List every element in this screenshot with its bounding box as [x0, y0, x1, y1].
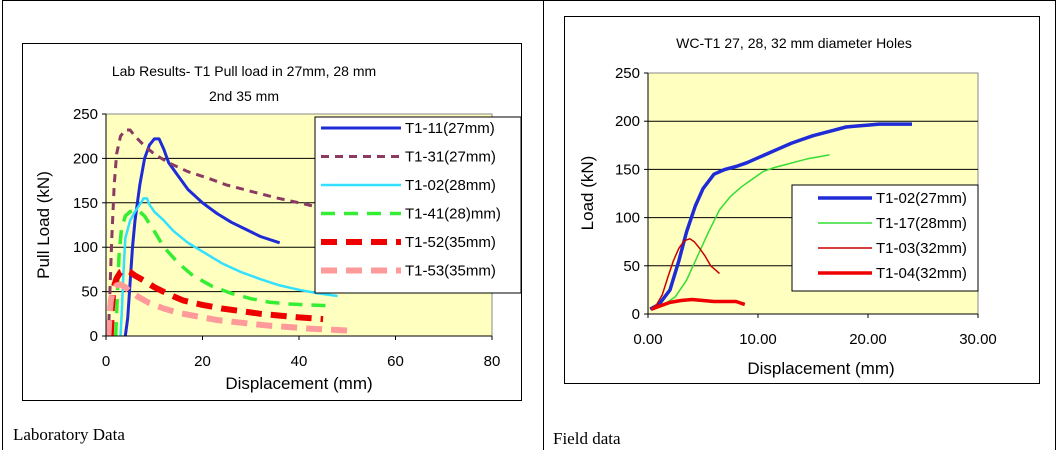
field-series-line-3	[650, 238, 720, 310]
lab-chart-frame: Lab Results- T1 Pull load in 27mm, 28 mm…	[22, 43, 522, 401]
lab-legend-label: T1-52(35mm)	[405, 234, 496, 251]
lab-x-tick-label: 20	[194, 353, 211, 370]
lab-series-line-2	[106, 128, 334, 337]
field-chart-frame: WC-T1 27, 28, 32 mm diameter Holes 0 50 10…	[564, 16, 1040, 384]
lab-y-ticks: 0 50 100 150 200 250	[73, 106, 106, 345]
lab-chart: Lab Results- T1 Pull load in 27mm, 28 mm…	[34, 63, 522, 393]
lab-y-tick-label: 150	[73, 195, 98, 212]
lab-y-tick-label: 250	[73, 106, 98, 123]
field-x-tick-label: 10.00	[739, 331, 777, 348]
lab-legend-label: T1-41(28)mm)	[405, 206, 501, 223]
lab-chart-subtitle: 2nd 35 mm	[209, 88, 279, 104]
lab-legend-label: T1-31(27mm)	[405, 149, 496, 166]
field-chart: WC-T1 27, 28, 32 mm diameter Holes 0 50 10…	[578, 35, 997, 378]
field-legend-label: T1-03(32mm)	[876, 240, 967, 257]
lab-legend-label: T1-53(35mm)	[405, 263, 496, 280]
field-x-axis-label: Displacement (mm)	[747, 359, 894, 378]
field-y-tick-label: 0	[632, 306, 640, 323]
lab-y-tick-label: 50	[81, 284, 98, 301]
field-series-group	[649, 122, 912, 311]
lab-y-tick-label: 0	[90, 328, 98, 345]
field-x-ticks: 0.00 10.00 20.00 30.00	[633, 314, 997, 348]
field-chart-title: WC-T1 27, 28, 32 mm diameter Holes	[676, 35, 912, 51]
field-data-caption: Field data	[553, 429, 621, 448]
field-x-tick-label: 20.00	[849, 331, 887, 348]
lab-series-line-6	[105, 281, 353, 337]
laboratory-data-caption: Laboratory Data	[13, 425, 125, 444]
lab-y-tick-label: 100	[73, 239, 98, 256]
field-y-ticks: 0 50 100 150 200 250	[615, 65, 648, 323]
right-panel: WC-T1 27, 28, 32 mm diameter Holes 0 50 10…	[543, 0, 1056, 450]
lab-legend: T1-11(27mm) T1-31(27mm) T1-02(28mm) T1-41(2…	[314, 116, 522, 294]
lab-y-axis-label: Pull Load (kN)	[34, 171, 53, 279]
lab-legend-box	[314, 116, 522, 294]
lab-series-line-4	[113, 208, 328, 337]
lab-x-axis-label: Displacement (mm)	[225, 374, 372, 393]
field-series-line-2	[651, 154, 830, 310]
field-legend-label: T1-17(28mm)	[876, 215, 967, 232]
field-series-line-4	[650, 297, 746, 311]
field-y-tick-label: 200	[615, 113, 640, 130]
field-x-tick-label: 30.00	[959, 331, 997, 348]
field-series-line-1	[649, 122, 912, 311]
lab-series-line-3	[119, 197, 338, 337]
lab-x-tick-label: 40	[291, 353, 308, 370]
lab-x-tick-label: 0	[102, 353, 110, 370]
lab-x-tick-label: 80	[484, 353, 501, 370]
field-legend-label: T1-04(32mm)	[876, 265, 967, 282]
field-legend-label: T1-02(27mm)	[876, 190, 967, 207]
field-y-tick-label: 100	[615, 210, 640, 227]
lab-x-tick-label: 60	[387, 353, 404, 370]
field-y-tick-label: 250	[615, 65, 640, 82]
lab-y-tick-label: 200	[73, 150, 98, 167]
lab-series-group	[105, 128, 353, 337]
lab-series-line-5	[107, 267, 324, 337]
lab-chart-title: Lab Results- T1 Pull load in 27mm, 28 mm	[112, 63, 376, 79]
field-y-tick-label: 150	[615, 161, 640, 178]
lab-series-line-1	[123, 137, 281, 337]
field-x-tick-label: 0.00	[633, 331, 662, 348]
field-legend: T1-02(27mm) T1-17(28mm) T1-03(32mm) T1-04(3…	[791, 184, 979, 292]
lab-legend-label: T1-02(28mm)	[405, 177, 496, 194]
lab-legend-label: T1-11(27mm)	[405, 120, 495, 137]
left-panel: Lab Results- T1 Pull load in 27mm, 28 mm…	[2, 0, 543, 450]
field-y-tick-label: 50	[623, 258, 640, 275]
field-y-axis-label: Load (kN)	[578, 156, 597, 231]
lab-x-ticks: 0 20 40 60 80	[102, 336, 501, 370]
